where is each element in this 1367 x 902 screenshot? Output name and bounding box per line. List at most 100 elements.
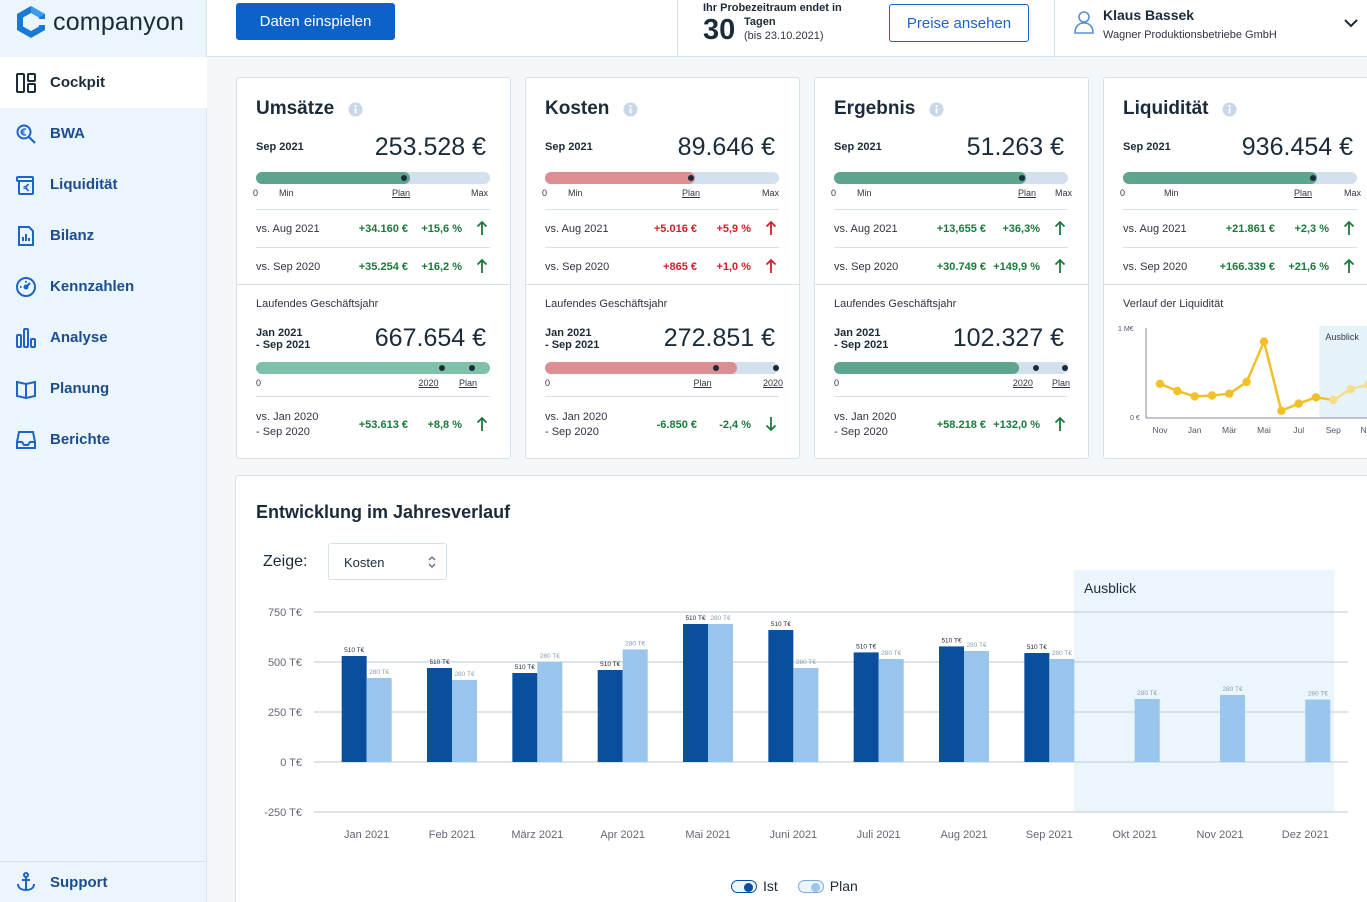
comparison-label-line: vs. Jan 2020 (545, 411, 608, 423)
ytd-comparison-row: vs. Jan 2020 - Sep 2020 -6.850 € -2,4 % (545, 396, 779, 442)
sidebar-item-cockpit[interactable]: Cockpit (0, 57, 207, 108)
ytd-period-line: - Sep 2021 (256, 339, 311, 351)
brand-name: companyon (53, 7, 185, 36)
development-bar-chart: Ausblick 750 T€ 500 T€ 250 T€ 0 T€ -250 T€ 510… (264, 570, 1348, 841)
legend-label-plan: Plan (829, 878, 858, 894)
arrow-up-icon (1054, 258, 1066, 273)
liquidity-point (1259, 337, 1269, 346)
kpi-card-liquiditaet[interactable]: Liquidität Sep 2021 936.454 € 0 Min Plan Max vs… (1103, 77, 1367, 459)
info-icon[interactable] (348, 102, 363, 117)
progress-bar (1123, 172, 1357, 184)
bar-ist[interactable] (853, 652, 879, 762)
tick-label-zero: 0 (1120, 188, 1126, 198)
chevron-down-icon[interactable] (1343, 17, 1359, 29)
comparison-label: vs. Jan 2020 - Sep 2020 (834, 410, 896, 440)
bar-ist[interactable] (427, 668, 452, 762)
sidebar-item-support[interactable]: Support (0, 861, 207, 902)
bar-ist[interactable] (512, 673, 538, 762)
bar-plan[interactable] (793, 668, 819, 762)
ytd-label: Laufendes Geschäftsjahr (834, 298, 957, 310)
sidebar-item-kennzahlen[interactable]: Kennzahlen (0, 261, 207, 312)
bar-chart-icon (16, 327, 36, 348)
tick-label-plan: Plan (1294, 188, 1313, 198)
comparison-abs: +166.339 € (1219, 261, 1275, 273)
arrow-up-icon (1054, 416, 1066, 431)
legend-toggle-ist[interactable]: Ist (731, 878, 778, 894)
select-value: Kosten (344, 555, 385, 570)
legend-toggle-plan[interactable]: Plan (797, 878, 858, 894)
ytd-period-line: Jan 2021 (545, 327, 592, 339)
metric-select[interactable]: Kosten (328, 543, 447, 580)
info-icon[interactable] (623, 102, 638, 117)
bar-plan[interactable] (878, 659, 904, 762)
tick-label-max: Max (1055, 188, 1073, 198)
kpi-card-kosten[interactable]: Kosten Sep 2021 89.646 € 0 Min Plan Max vs. Aug… (525, 77, 800, 459)
x-tick-label: Dez 2021 (1282, 829, 1329, 841)
sidebar-item-bilanz[interactable]: Bilanz (0, 210, 207, 261)
comparison-abs: +58.218 € (936, 419, 986, 431)
bar-ist[interactable] (939, 646, 964, 762)
bar-plan[interactable] (1220, 695, 1245, 762)
comparison-label-line: - Sep 2020 (256, 426, 310, 438)
comparison-row: vs. Aug 2021 +13,655 € +36,3% (834, 209, 1068, 246)
comparison-label-line: - Sep 2020 (545, 426, 599, 438)
bar-plan[interactable] (1305, 699, 1331, 762)
y-tick-label: 750 T€ (268, 607, 302, 619)
info-icon[interactable] (929, 102, 944, 117)
comparison-label: vs. Aug 2021 (834, 223, 898, 235)
sidebar-item-berichte[interactable]: Berichte (0, 414, 207, 465)
sidebar-item-liquiditaet[interactable]: Liquidität (0, 159, 207, 210)
bar-plan[interactable] (622, 649, 648, 762)
card-period: Sep 2021 (1123, 141, 1171, 153)
sidebar-item-label: BWA (50, 125, 85, 142)
sidebar-item-planung[interactable]: Planung (0, 363, 207, 414)
bar-plan[interactable] (1049, 659, 1075, 762)
liquidity-point (1225, 389, 1234, 398)
liquidity-point (1190, 392, 1199, 401)
progress-fill (834, 362, 1019, 374)
bar-ist[interactable] (683, 624, 708, 762)
user-menu[interactable]: Klaus Bassek Wagner Produktionsbetriebe … (1073, 0, 1367, 57)
bar-plan[interactable] (1134, 699, 1160, 762)
bar-ist[interactable] (1024, 653, 1050, 762)
ytd-marker (1032, 365, 1039, 371)
comparison-abs: +53.613 € (358, 419, 408, 431)
bar-plan[interactable] (366, 678, 392, 762)
info-icon[interactable] (1222, 102, 1237, 117)
bar-value-label: 510 T€ (429, 659, 450, 666)
y-tick-label: 0 T€ (280, 757, 302, 769)
bar-plan[interactable] (964, 651, 989, 762)
bar-tick-labels: 0 Min Plan Max (253, 188, 491, 200)
pricing-button[interactable]: Preise ansehen (889, 4, 1029, 42)
bar-value-label: 280 T€ (1308, 691, 1329, 698)
arrow-up-icon (765, 220, 777, 235)
bar-ist[interactable] (597, 670, 623, 762)
arrow-up-icon (1343, 220, 1355, 235)
logo[interactable]: companyon (14, 4, 184, 40)
bar-value-label: 510 T€ (941, 637, 962, 644)
ytd-period: Jan 2021- Sep 2021 (256, 327, 310, 351)
bar-plan[interactable] (537, 662, 563, 762)
import-data-button[interactable]: Daten einspielen (236, 3, 395, 40)
sidebar-item-analyse[interactable]: Analyse (0, 312, 207, 363)
sidebar-item-bwa[interactable]: BWA (0, 108, 207, 159)
tick-label-zero: 0 (834, 378, 840, 388)
ytd-label: Verlauf der Liquidität (1123, 298, 1224, 310)
x-tick-label: Jan 2021 (344, 829, 389, 841)
x-tick-label: Mai 2021 (685, 829, 730, 841)
plan-marker (1310, 175, 1317, 181)
card-period: Sep 2021 (545, 141, 593, 153)
ytd-progress-bar (545, 362, 779, 374)
comparison-label: vs. Sep 2020 (256, 261, 321, 273)
ytd-comparison-row: vs. Jan 2020 - Sep 2020 +58.218 € +132,0 % (834, 396, 1068, 442)
tick-label-plan: Plan (682, 188, 701, 198)
comparison-pct: +5,9 % (716, 223, 751, 235)
bar-ist[interactable] (341, 656, 367, 762)
bar-plan[interactable] (452, 680, 477, 762)
liquidity-point (1207, 391, 1217, 400)
bar-ist[interactable] (768, 630, 794, 762)
progress-fill (834, 172, 1026, 184)
kpi-card-umsaetze[interactable]: Umsätze Sep 2021 253.528 € 0 Min Plan Max vs. A… (236, 77, 511, 459)
kpi-card-ergebnis[interactable]: Ergebnis Sep 2021 51.263 € 0 Min Plan Max vs. A… (814, 77, 1089, 459)
bar-plan[interactable] (708, 624, 733, 762)
